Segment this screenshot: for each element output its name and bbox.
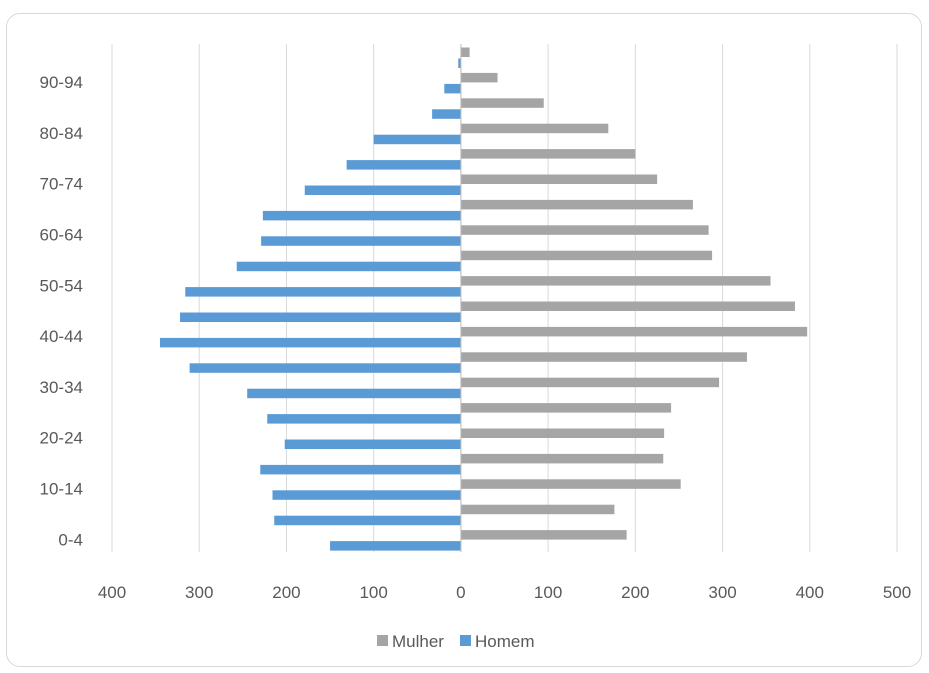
bar-homem-60-64: [261, 236, 461, 246]
y-tick-label: 50-54: [40, 276, 83, 295]
y-tick-label: 80-84: [40, 124, 83, 143]
x-tick-labels: 400 300 200 100 0 100 200 300 400 500: [98, 583, 911, 602]
bar-mulher-35-39: [460, 352, 747, 362]
bar-homem-65-69: [262, 210, 461, 221]
bar-mulher-65-69: [460, 199, 693, 210]
y-tick-label: 0-4: [58, 530, 83, 549]
bar-homem-5-9: [274, 515, 461, 526]
bar-homem-20-24: [284, 439, 461, 449]
legend: Mulher Homem: [377, 632, 534, 651]
bar-mulher-90-94: [460, 72, 498, 83]
chart-frame: 0-4 10-14 20-24 30-34 40-44 50-54 60-64 70-74 80…: [6, 13, 922, 667]
series-homem: [159, 58, 461, 551]
y-tick-label: 30-34: [40, 378, 83, 397]
legend-swatch-homem: [459, 635, 471, 646]
bar-homem-85-89: [432, 109, 461, 119]
bar-homem-30-34: [247, 388, 461, 399]
bar-mulher-25-29: [460, 403, 672, 413]
bar-homem-0-4: [330, 541, 461, 551]
y-tick-labels: 0-4 10-14 20-24 30-34 40-44 50-54 60-64 70-74 80…: [40, 73, 83, 549]
bar-homem-90-94: [444, 83, 461, 94]
y-tick-label: 20-24: [40, 429, 83, 448]
x-tick-label: 300: [185, 583, 213, 602]
x-tick-label: 0: [456, 583, 465, 602]
x-tick-label: 100: [359, 583, 387, 602]
x-tick-label: 400: [796, 583, 824, 602]
bar-mulher-40-44: [460, 326, 808, 337]
legend-swatch-mulher: [377, 635, 388, 646]
x-tick-label: 500: [883, 583, 911, 602]
bar-mulher-45-49: [460, 301, 795, 311]
bar-mulher-50-54: [460, 276, 771, 286]
bar-mulher-55-59: [460, 250, 713, 261]
x-tick-label: 200: [272, 583, 300, 602]
bar-mulher-5-9: [460, 504, 615, 515]
bar-mulher-80-84: [460, 123, 609, 134]
bar-homem-45-49: [180, 312, 461, 322]
series-mulher: [460, 47, 808, 540]
bar-mulher-20-24: [460, 428, 665, 438]
y-tick-label: 60-64: [40, 226, 83, 245]
bar-homem-80-84: [373, 134, 461, 145]
x-tick-label: 400: [98, 583, 126, 602]
bar-mulher-95+: [460, 47, 470, 57]
bar-homem-10-14: [272, 490, 461, 500]
legend-label-mulher: Mulher: [392, 632, 444, 651]
bar-homem-40-44: [159, 337, 461, 348]
bar-mulher-60-64: [460, 225, 709, 235]
legend-label-homem: Homem: [475, 632, 535, 651]
bar-mulher-70-74: [460, 174, 658, 184]
bar-homem-70-74: [304, 185, 461, 195]
bar-homem-55-59: [236, 261, 461, 272]
y-tick-label: 70-74: [40, 175, 83, 194]
bar-homem-15-19: [260, 464, 461, 475]
x-tick-label: 200: [621, 583, 649, 602]
bar-mulher-10-14: [460, 479, 681, 489]
bar-mulher-0-4: [460, 530, 627, 540]
gridlines: [111, 44, 898, 552]
bar-homem-35-39: [189, 363, 461, 373]
y-tick-label: 10-14: [40, 480, 83, 499]
bar-homem-50-54: [185, 287, 461, 297]
bar-homem-75-79: [346, 160, 461, 170]
bar-homem-95+: [458, 58, 461, 68]
population-pyramid-chart: 0-4 10-14 20-24 30-34 40-44 50-54 60-64 70-74 80…: [40, 44, 911, 651]
y-tick-label: 90-94: [40, 73, 83, 92]
bar-mulher-75-79: [460, 149, 636, 159]
bar-mulher-30-34: [460, 377, 720, 388]
x-tick-label: 100: [534, 583, 562, 602]
bar-mulher-85-89: [460, 98, 544, 108]
y-tick-label: 40-44: [40, 327, 83, 346]
bar-homem-25-29: [267, 414, 461, 424]
bar-mulher-15-19: [460, 453, 664, 464]
x-tick-label: 300: [708, 583, 736, 602]
